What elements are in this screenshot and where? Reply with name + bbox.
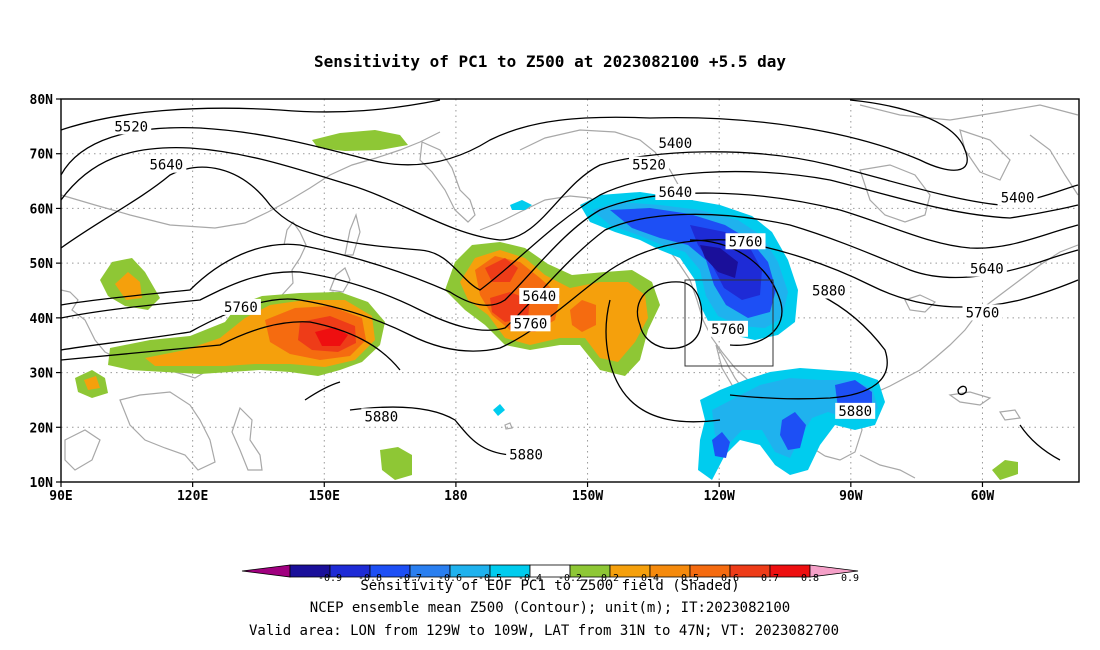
lat-tick-label: 80N — [30, 93, 54, 108]
shade-positive-mid — [84, 376, 100, 390]
shade-positive-mid — [115, 272, 142, 300]
contour-label: 5760 — [966, 305, 1000, 321]
contour-label-bg — [220, 298, 261, 315]
contour-label-bg — [506, 446, 547, 463]
contour-label-bg — [966, 260, 1007, 277]
footer-line-3: Valid area: LON from 129W to 109W, LAT f… — [249, 623, 839, 639]
shade-positive-low — [380, 447, 412, 480]
contour-label: 5760 — [224, 300, 258, 316]
contour-label: 5880 — [364, 409, 398, 425]
footer-line-2: NCEP ensemble mean Z500 (Contour); unit(… — [310, 600, 790, 616]
footer-line-1: Sensitivity of EOF PC1 to Z500 field (Sh… — [360, 578, 739, 594]
contour-label-bg — [997, 189, 1038, 206]
lon-tick-label: 150E — [309, 489, 340, 504]
contour-label: 5760 — [729, 234, 763, 250]
colorbar-tick-label: -0.5 — [478, 573, 502, 584]
contour-label-bg — [519, 287, 560, 304]
colorbar-tick-label: -0.9 — [318, 573, 342, 584]
contour-label-bg — [361, 408, 402, 425]
contour-label: 5640 — [522, 289, 556, 305]
shade-negative-low — [493, 404, 505, 416]
contour-label: 5760 — [711, 322, 745, 338]
lat-tick-label: 50N — [30, 257, 54, 272]
lat-tick-label: 30N — [30, 367, 54, 382]
valid-area-box — [684, 279, 774, 367]
contour-label: 5880 — [509, 448, 543, 464]
lon-tick-label: 150W — [572, 489, 603, 504]
z500-contours — [60, 99, 1079, 461]
contour-label-bg — [707, 320, 748, 337]
map-frame — [60, 98, 1080, 483]
contour-label: 5640 — [658, 185, 692, 201]
colorbar: -0.9 -0.8 -0.7 -0.6 -0.5 -0.4 -0.2 0.2 0.4 0.5 0.6… — [241, 564, 859, 584]
contour-label: 5400 — [1001, 190, 1035, 206]
lon-tick-label: 90W — [839, 489, 863, 504]
map-panel: 5520 5640 5400 5520 5640 5400 5640 5760 5760 5640… — [30, 93, 1080, 504]
colorbar-tick-label: 0.7 — [761, 573, 779, 584]
colorbar-tick-label: -0.7 — [398, 573, 422, 584]
contour-label-bg — [146, 156, 187, 173]
colorbar-tick-label: 0.8 — [801, 573, 819, 584]
colorbar-tick-label: 0.9 — [841, 573, 859, 584]
contour-label: 5520 — [632, 158, 666, 174]
contour-label-bg — [510, 315, 551, 332]
contour-label: 5400 — [658, 136, 692, 152]
colorbar-tick-label: -0.4 — [518, 573, 542, 584]
colorbar-tick-label: -0.6 — [438, 573, 462, 584]
figure-title: Sensitivity of PC1 to Z500 at 2023082100… — [314, 52, 786, 71]
contour-label-bg — [628, 156, 669, 173]
shade-positive-low — [312, 130, 408, 151]
shade-positive-peak — [315, 327, 348, 346]
colorbar-tick-label: 0.4 — [641, 573, 659, 584]
shade-positive-low — [992, 460, 1018, 480]
contour-label: 5520 — [114, 119, 148, 135]
colorbar-tick-label: -0.2 — [558, 573, 582, 584]
shade-positive-max — [485, 258, 518, 282]
lat-tick-label: 10N — [30, 476, 54, 491]
colorbar-max-arrow — [809, 564, 859, 578]
lon-tick-label: 120W — [704, 489, 735, 504]
colorbar-tick-label: -0.8 — [358, 573, 382, 584]
shade-negative-low — [510, 200, 532, 210]
contour-label-bg — [655, 184, 696, 201]
lon-tick-label: 90E — [49, 489, 72, 504]
shade-negative-high — [712, 432, 730, 458]
contour-label-bg — [725, 233, 766, 250]
contour-label: 5640 — [149, 158, 183, 174]
shade-negative-peak — [700, 245, 738, 278]
contour-label: 5760 — [514, 316, 548, 332]
colorbar-min-arrow — [241, 564, 291, 578]
lon-tick-label: 180 — [444, 489, 468, 504]
contour-labels: 5520 5640 5400 5520 5640 5400 5640 5760 5760 5640… — [111, 118, 1038, 464]
lat-tick-label: 20N — [30, 421, 54, 436]
shade-negative-high — [780, 412, 806, 450]
colorbar-tick-label: 0.2 — [601, 573, 619, 584]
contour-label-bg — [808, 282, 849, 299]
contour-label-bg — [962, 304, 1003, 321]
contour-label: 5640 — [970, 262, 1004, 278]
contour-label-bg — [111, 118, 152, 135]
lat-tick-label: 40N — [30, 312, 54, 327]
colorbar-tick-label: 0.6 — [721, 573, 739, 584]
lat-tick-label: 70N — [30, 148, 54, 163]
lon-tick-label: 60W — [971, 489, 995, 504]
contour-label: 5880 — [838, 404, 872, 420]
contour-label-bg — [655, 134, 696, 151]
contour-label-bg — [835, 402, 876, 419]
shade-positive-high — [570, 300, 596, 332]
colorbar-tick-label: 0.5 — [681, 573, 699, 584]
map-graticule — [61, 99, 1079, 482]
lon-tick-label: 120E — [177, 489, 208, 504]
contour-label: 5880 — [812, 284, 846, 300]
lat-tick-label: 60N — [30, 202, 54, 217]
